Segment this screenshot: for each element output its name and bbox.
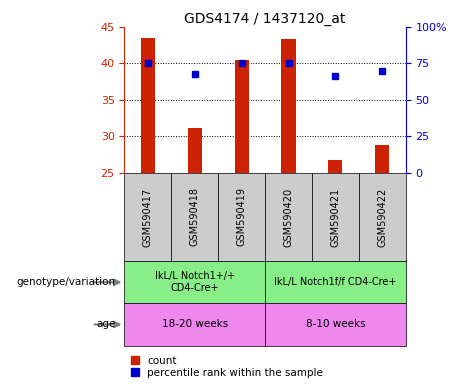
Bar bbox=[328, 161, 343, 173]
FancyBboxPatch shape bbox=[218, 173, 265, 261]
Text: IkL/L Notch1f/f CD4-Cre+: IkL/L Notch1f/f CD4-Cre+ bbox=[274, 277, 396, 287]
FancyBboxPatch shape bbox=[124, 303, 265, 346]
Title: GDS4174 / 1437120_at: GDS4174 / 1437120_at bbox=[184, 12, 346, 26]
Text: GSM590421: GSM590421 bbox=[331, 187, 340, 247]
Bar bbox=[375, 145, 389, 173]
Text: GSM590420: GSM590420 bbox=[284, 187, 294, 247]
Bar bbox=[188, 127, 202, 173]
FancyBboxPatch shape bbox=[265, 173, 312, 261]
FancyBboxPatch shape bbox=[124, 173, 171, 261]
FancyBboxPatch shape bbox=[312, 173, 359, 261]
Bar bbox=[235, 60, 248, 173]
FancyBboxPatch shape bbox=[265, 261, 406, 303]
FancyBboxPatch shape bbox=[124, 261, 265, 303]
Bar bbox=[141, 38, 155, 173]
Text: GSM590417: GSM590417 bbox=[143, 187, 153, 247]
Text: GSM590418: GSM590418 bbox=[190, 187, 200, 247]
Legend: count, percentile rank within the sample: count, percentile rank within the sample bbox=[130, 355, 324, 379]
Text: genotype/variation: genotype/variation bbox=[16, 277, 115, 287]
Text: GSM590419: GSM590419 bbox=[236, 187, 247, 247]
FancyBboxPatch shape bbox=[265, 303, 406, 346]
Text: 8-10 weeks: 8-10 weeks bbox=[306, 319, 365, 329]
FancyBboxPatch shape bbox=[171, 173, 218, 261]
Text: 18-20 weeks: 18-20 weeks bbox=[162, 319, 228, 329]
Bar bbox=[282, 39, 296, 173]
Text: IkL/L Notch1+/+
CD4-Cre+: IkL/L Notch1+/+ CD4-Cre+ bbox=[155, 271, 235, 293]
Text: age: age bbox=[96, 319, 115, 329]
FancyBboxPatch shape bbox=[359, 173, 406, 261]
Text: GSM590422: GSM590422 bbox=[377, 187, 387, 247]
